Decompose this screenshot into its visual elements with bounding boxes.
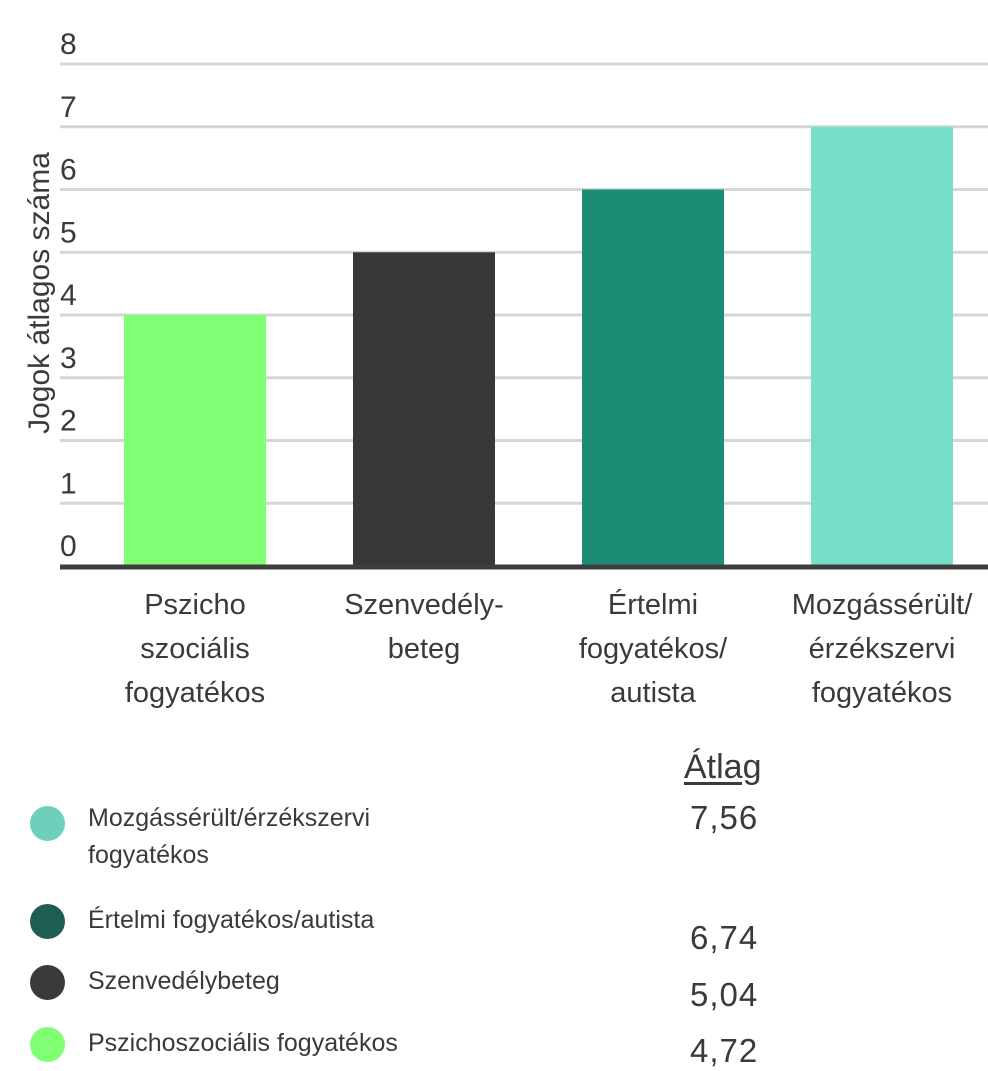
- legend-item-label: Mozgássérült/érzékszervi fogyatékos: [88, 804, 371, 869]
- y-tick-label-4: 4: [60, 279, 77, 312]
- x-tick-label-2: Szenvedély-beteg: [344, 589, 504, 665]
- y-tick-label-2: 2: [60, 405, 77, 438]
- x-tick-labels: Pszicho szociális fogyatékos Szenvedély-bet…: [125, 588, 973, 709]
- legend-dot-icon: [30, 806, 65, 841]
- legend-dot-icon: [30, 904, 65, 939]
- y-tick-label-3: 3: [60, 342, 77, 375]
- legend-item-label: Pszichoszociális fogyatékos: [88, 1029, 398, 1057]
- legend-item-label: Értelmi fogyatékos/autista: [88, 906, 375, 934]
- bar-chart: 0 1 2 3 4 5 6 7 8 Pszicho szociális fogyatékos Szen…: [60, 28, 988, 709]
- legend-header-average: Átlag: [684, 748, 762, 786]
- y-tick-label-7: 7: [60, 91, 77, 124]
- bar-1: [124, 315, 266, 566]
- legend-item-value: 4,72: [690, 1032, 759, 1069]
- legend-dot-icon: [30, 965, 65, 1000]
- legend-item-label: Szenvedélybeteg: [88, 967, 280, 995]
- bars: [124, 126, 953, 566]
- bar-4: [811, 126, 953, 566]
- legend-dot-icon: [30, 1027, 65, 1062]
- bar-2: [353, 252, 495, 566]
- y-tick-label-8: 8: [60, 28, 77, 61]
- y-tick-label-5: 5: [60, 216, 77, 249]
- y-tick-label-1: 1: [60, 467, 77, 500]
- legend-item-value: 6,74: [690, 919, 759, 956]
- x-tick-label-3: Értelmi fogyatékos/autista: [579, 588, 728, 709]
- legend-item-value: 5,04: [690, 976, 759, 1013]
- bar-3: [582, 189, 724, 566]
- y-tick-label-0: 0: [60, 530, 77, 563]
- y-tick-label-6: 6: [60, 154, 77, 187]
- legend-item-value: 7,56: [690, 799, 759, 836]
- y-tick-labels: 0 1 2 3 4 5 6 7 8: [60, 28, 77, 563]
- x-tick-label-1: Pszicho szociális fogyatékos: [125, 589, 265, 709]
- y-axis-title: Jogok átlagos száma: [23, 152, 56, 434]
- x-tick-label-4: Mozgássérült/érzékszervi fogyatékos: [792, 589, 973, 709]
- legend: Átlag Mozgássérült/érzékszervi fogyatéko…: [0, 740, 988, 1070]
